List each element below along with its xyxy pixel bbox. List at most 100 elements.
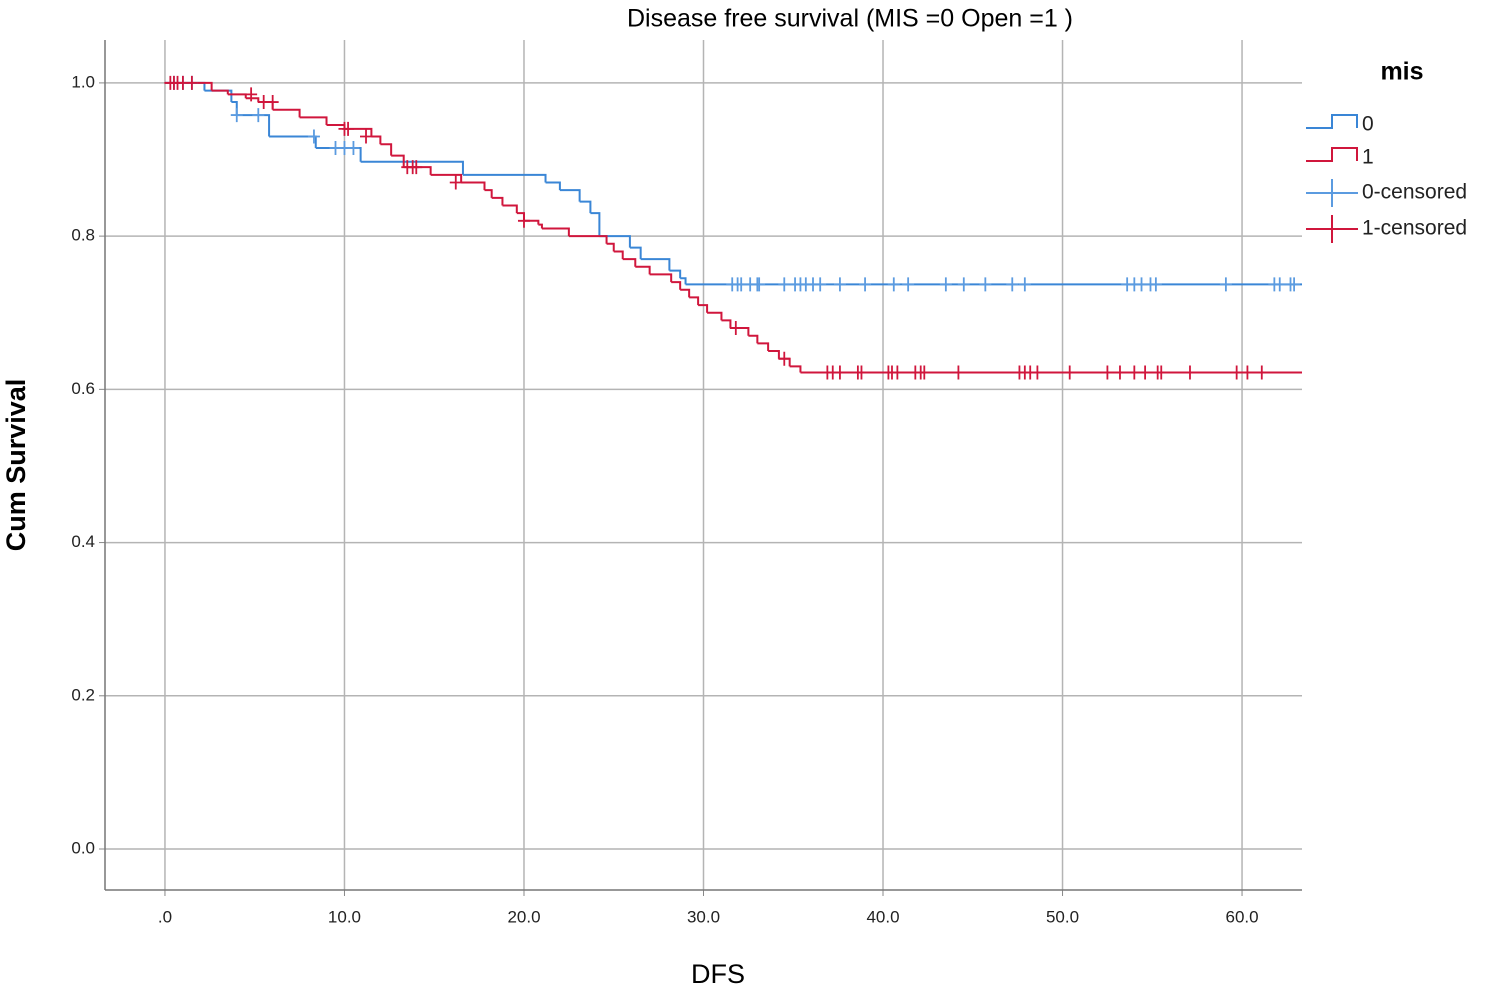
- censor-mark: [307, 129, 320, 144]
- censor-mark: [952, 365, 965, 380]
- survival-step: [545, 181, 561, 191]
- survival-step: [669, 269, 682, 279]
- survival-step: [299, 116, 328, 126]
- censor-mark: [778, 351, 791, 366]
- legend-swatch: [1306, 147, 1358, 162]
- y-tick-label: 0.6: [71, 379, 95, 398]
- chart-title: Disease free survival (MIS =0 Open =1 ): [627, 5, 1073, 33]
- censor-mark: [1241, 365, 1254, 380]
- censor-mark: [410, 160, 423, 175]
- censor-mark: [245, 87, 258, 102]
- censor-mark: [1219, 277, 1232, 292]
- censor-mark: [1273, 277, 1286, 292]
- censor-mark: [1155, 365, 1168, 380]
- survival-step: [245, 97, 260, 103]
- censor-mark: [266, 95, 279, 110]
- censor-mark: [855, 365, 868, 380]
- censor-mark: [347, 141, 360, 156]
- x-tick-label: 60.0: [1225, 907, 1258, 926]
- survival-step: [360, 160, 464, 175]
- survival-step: [768, 350, 780, 359]
- survival-step: [491, 196, 504, 206]
- x-tick-label: 40.0: [866, 907, 899, 926]
- survival-step: [430, 173, 463, 183]
- survival-step: [680, 277, 687, 285]
- censor-mark: [902, 277, 915, 292]
- y-axis-title: Cum Survival: [1, 379, 31, 552]
- survival-step: [541, 227, 570, 237]
- x-axis-title: DFS: [691, 959, 745, 989]
- survival-step: [613, 250, 624, 260]
- survival-step: [730, 327, 750, 336]
- survival-step: [629, 246, 642, 260]
- survival-step: [599, 235, 631, 248]
- x-tick-label: 20.0: [507, 907, 540, 926]
- survival-step: [269, 135, 317, 149]
- survival-step: [789, 365, 802, 373]
- legend-label: 1-censored: [1362, 217, 1467, 240]
- survival-step: [579, 200, 592, 214]
- y-tick-label: 0.2: [71, 685, 95, 704]
- legend-label: 0: [1362, 113, 1374, 136]
- censor-mark: [230, 108, 243, 123]
- censor-mark: [1149, 277, 1162, 292]
- censor-mark: [887, 277, 900, 292]
- censor-mark: [833, 365, 846, 380]
- x-tick-label: .0: [158, 907, 172, 926]
- survival-step: [559, 189, 581, 202]
- censor-mark: [814, 277, 827, 292]
- censor-mark: [1128, 365, 1141, 380]
- censor-mark: [891, 365, 904, 380]
- survival-step: [236, 114, 271, 137]
- censor-mark: [1288, 277, 1301, 292]
- y-tick-label: 1.0: [71, 72, 95, 91]
- censor-mark: [1063, 365, 1076, 380]
- survival-step: [689, 296, 700, 306]
- y-tick-label: 0.0: [71, 838, 95, 857]
- censor-mark: [1018, 277, 1031, 292]
- censor-mark: [957, 277, 970, 292]
- survival-step: [635, 265, 651, 275]
- legend-swatch: [1306, 114, 1358, 129]
- censor-mark: [753, 277, 766, 292]
- survival-step: [721, 319, 732, 329]
- legend-swatch: [1306, 215, 1358, 243]
- survival-step: [757, 342, 770, 352]
- survival-step: [258, 101, 274, 110]
- censor-mark: [449, 175, 462, 190]
- censor-mark: [729, 321, 742, 336]
- survival-step: [538, 223, 543, 229]
- survival-step: [371, 135, 382, 145]
- censor-mark: [1230, 365, 1243, 380]
- censor-mark: [833, 277, 846, 292]
- survival-step: [272, 108, 301, 118]
- censor-mark: [778, 277, 791, 292]
- survival-step: [516, 212, 525, 221]
- survival-step: [680, 288, 691, 298]
- legend-label: 0-censored: [1362, 181, 1467, 204]
- survival-step: [568, 235, 608, 244]
- survival-step: [671, 281, 682, 290]
- survival-step: [502, 204, 518, 214]
- censor-mark: [939, 277, 952, 292]
- censor-mark: [859, 277, 872, 292]
- censor-mark: [1183, 365, 1196, 380]
- censor-mark: [360, 129, 373, 144]
- censor-mark: [185, 75, 198, 90]
- survival-step: [649, 273, 673, 283]
- survival-step: [707, 311, 723, 321]
- survival-step: [462, 173, 547, 183]
- censor-mark: [1255, 365, 1268, 380]
- censor-mark: [1139, 365, 1152, 380]
- x-tick-label: 30.0: [687, 907, 720, 926]
- legend-swatch: [1306, 179, 1358, 207]
- y-tick-label: 0.4: [71, 532, 95, 551]
- censor-mark: [918, 365, 931, 380]
- x-tick-label: 10.0: [328, 907, 361, 926]
- censor-mark: [1101, 365, 1114, 380]
- survival-step: [211, 89, 229, 95]
- censor-mark: [342, 121, 355, 136]
- survival-step: [484, 189, 493, 198]
- survival-step: [391, 154, 405, 168]
